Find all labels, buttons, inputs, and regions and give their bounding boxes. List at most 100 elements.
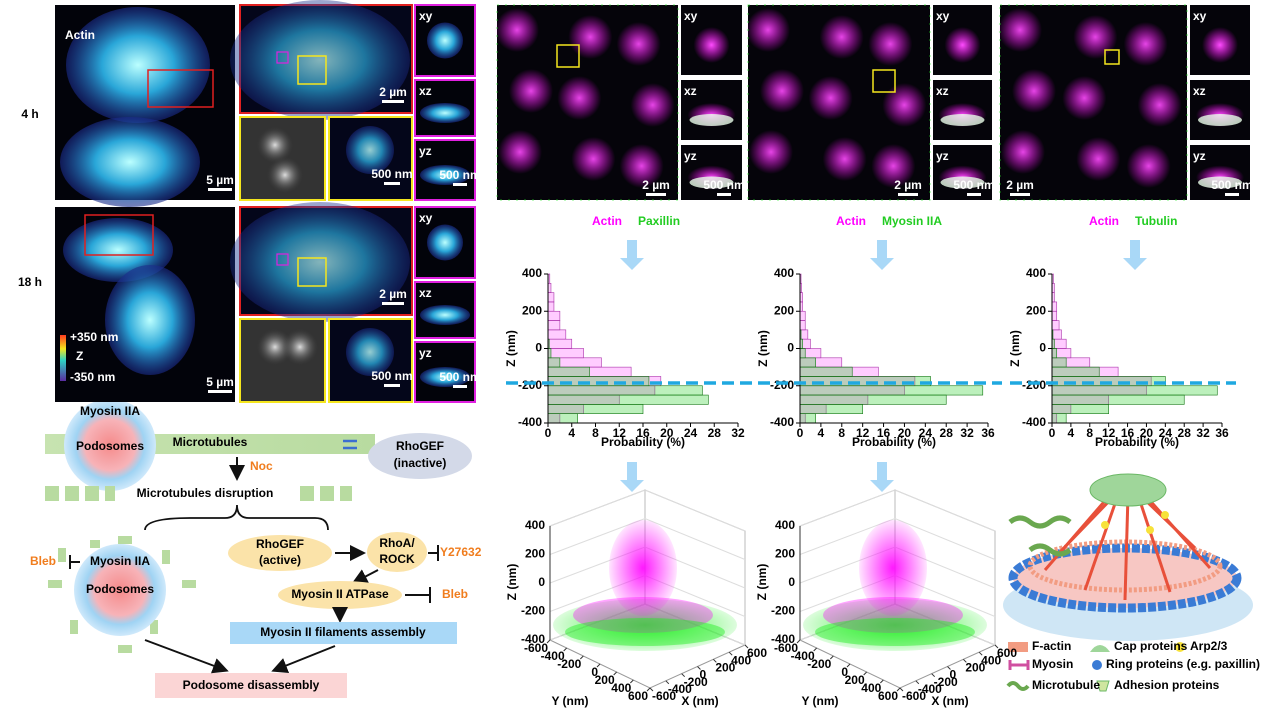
bar [547,366,590,377]
tick [863,671,868,676]
label: -200 [807,657,831,671]
legend-label: Myosin [1032,657,1073,671]
label: Actin [1089,214,1119,228]
grid-line [549,517,746,560]
label: 12 [1102,426,1116,440]
tick [899,687,904,692]
tick [546,639,551,644]
label: xy [936,9,950,23]
label: 0 [538,575,545,589]
bar [547,320,561,331]
label: 28 [940,426,954,440]
label: -400 [791,649,815,663]
label: 24 [1159,426,1173,440]
bar [547,404,644,414]
label: Bleb [442,587,468,601]
signal [619,144,664,188]
rhogef-active [228,535,332,571]
tick [896,687,901,692]
bar [547,310,561,321]
blob [267,157,303,193]
podosome [74,544,166,636]
tick [649,687,654,692]
label: 400 [861,681,881,695]
blob [257,329,293,365]
label: 20 [898,426,912,440]
signal [420,305,470,325]
tick [994,644,999,649]
label: X (nm) [931,694,968,708]
label: xy [419,211,433,225]
grid-line [799,517,996,560]
signal [689,114,734,126]
label: 600 [878,689,898,703]
signal [1198,176,1242,189]
atpase [278,581,402,609]
podosome [64,399,156,491]
label: 500 nm [439,370,480,384]
signal [819,15,864,59]
label: X (nm) [681,694,718,708]
grid-line [799,489,996,532]
scale-bar [967,193,981,196]
signal [1012,69,1056,113]
legend-label: Microtubule [1032,678,1100,692]
label: 4 [568,426,575,440]
scale-bar [208,390,232,393]
tick [879,679,884,684]
label: -400 [521,632,545,646]
roi [297,55,327,85]
scale-bar [453,183,467,186]
label: 400 [775,518,795,532]
label: -200 [518,378,542,392]
tick [579,655,584,660]
signal [1073,15,1118,59]
label: 5 µm [206,375,234,389]
tick [728,651,733,656]
label: 12 [856,426,870,440]
bar [799,310,806,321]
rhogef-inactive [368,433,472,479]
inhibit [69,555,80,569]
signal [749,130,793,174]
label: -200 [770,378,794,392]
label: Y27632 [440,545,482,559]
label: 200 [1026,303,1046,317]
label: Paxillin [638,214,680,228]
scale-bar [208,188,232,191]
scale-bar [384,384,400,387]
signal [746,8,790,52]
signal [940,176,985,189]
bar [799,404,863,414]
label: 200 [775,547,795,561]
pathway: Myosin IIA Podosomes Microtubules RhoGEF… [30,399,482,698]
bar [547,338,573,349]
texture [747,4,931,201]
label: -200 [771,604,795,618]
roi [872,69,896,93]
cell [60,117,200,207]
arrow [351,569,379,584]
label: xz [419,84,432,98]
bar [547,292,555,303]
signal [509,69,553,113]
label: Probability (%) [601,435,685,449]
signal [427,224,463,261]
label: 600 [747,646,767,660]
label: 20 [1140,426,1154,440]
legend-label: Arp2/3 [1190,639,1228,653]
label: (inactive) [394,456,447,470]
label: 24 [684,426,698,440]
label: Podosome disassembly [183,678,320,692]
label: yz [1193,149,1206,163]
signal [1198,114,1242,126]
bar [799,320,806,331]
scale-bar [1010,193,1030,196]
signal [944,27,981,63]
tick [712,658,717,663]
scale-bar [717,193,731,196]
label: Probability (%) [852,435,936,449]
label: Probability (%) [1095,435,1179,449]
tick [744,644,749,649]
